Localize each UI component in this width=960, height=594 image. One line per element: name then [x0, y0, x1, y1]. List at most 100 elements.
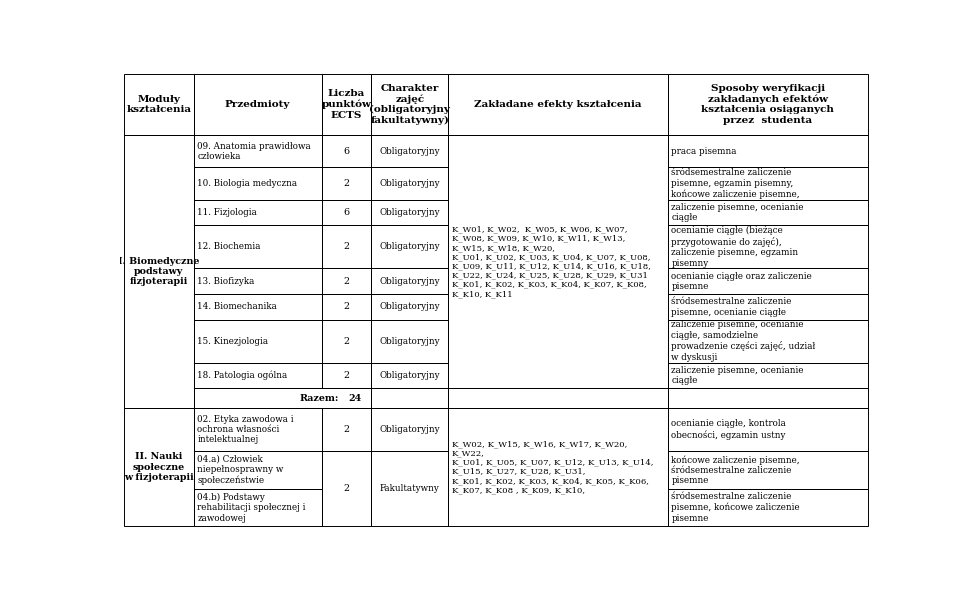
Text: 18. Patologia ogólna: 18. Patologia ogólna: [198, 371, 288, 380]
Bar: [448, 74, 667, 135]
Text: 6: 6: [344, 208, 349, 217]
Text: Obligatoryjny: Obligatoryjny: [379, 425, 440, 434]
Bar: [667, 489, 868, 526]
Text: 2: 2: [344, 179, 349, 188]
Text: 13. Biofizyka: 13. Biofizyka: [198, 277, 254, 286]
Text: ocenianie ciągłe, kontrola
obecności, egzamin ustny: ocenianie ciągłe, kontrola obecności, eg…: [671, 419, 786, 440]
Text: 15. Kinezjologia: 15. Kinezjologia: [198, 337, 269, 346]
Text: 2: 2: [344, 277, 349, 286]
Bar: [372, 407, 448, 451]
Bar: [194, 74, 322, 135]
Text: Obligatoryjny: Obligatoryjny: [379, 147, 440, 156]
Text: Obligatoryjny: Obligatoryjny: [379, 337, 440, 346]
Text: ocenianie ciągłe oraz zaliczenie
pisemne: ocenianie ciągłe oraz zaliczenie pisemne: [671, 271, 812, 291]
Bar: [322, 168, 372, 200]
Text: 2: 2: [344, 425, 349, 434]
Bar: [194, 388, 372, 407]
Text: 2: 2: [344, 242, 349, 251]
Text: 11. Fizjologia: 11. Fizjologia: [198, 208, 257, 217]
Bar: [194, 451, 322, 489]
Bar: [124, 74, 194, 135]
Bar: [372, 135, 448, 168]
Bar: [372, 320, 448, 363]
Bar: [194, 320, 322, 363]
Text: Zakładane efekty kształcenia: Zakładane efekty kształcenia: [474, 100, 641, 109]
Text: Obligatoryjny: Obligatoryjny: [379, 302, 440, 311]
Bar: [322, 294, 372, 320]
Text: zaliczenie pisemne, ocenianie
ciągłe: zaliczenie pisemne, ocenianie ciągłe: [671, 366, 804, 386]
Text: Obligatoryjny: Obligatoryjny: [379, 208, 440, 217]
Bar: [372, 294, 448, 320]
Bar: [322, 363, 372, 388]
Bar: [372, 225, 448, 268]
Text: Fakultatywny: Fakultatywny: [380, 484, 440, 494]
Text: Moduły
kształcenia: Moduły kształcenia: [126, 94, 191, 114]
Bar: [372, 168, 448, 200]
Bar: [322, 135, 372, 168]
Text: II. Nauki
społeczne
w fizjoterapii: II. Nauki społeczne w fizjoterapii: [124, 452, 194, 482]
Bar: [667, 168, 868, 200]
Bar: [667, 268, 868, 294]
Bar: [372, 451, 448, 526]
Text: 04.b) Podstawy
rehabilitacji społecznej i
zawodowej: 04.b) Podstawy rehabilitacji społecznej …: [198, 492, 306, 523]
Text: 09. Anatomia prawidłowa
człowieka: 09. Anatomia prawidłowa człowieka: [198, 142, 311, 161]
Bar: [124, 135, 194, 407]
Bar: [372, 200, 448, 225]
Bar: [372, 388, 448, 407]
Bar: [322, 320, 372, 363]
Text: końcowe zaliczenie pisemne,
śródsemestralne zaliczenie
pisemne: końcowe zaliczenie pisemne, śródsemestra…: [671, 455, 800, 485]
Text: zaliczenie pisemne, ocenianie
ciągłe, samodzielne
prowadzenie części zajęć, udzi: zaliczenie pisemne, ocenianie ciągłe, sa…: [671, 321, 816, 362]
Bar: [194, 363, 322, 388]
Bar: [194, 168, 322, 200]
Bar: [667, 200, 868, 225]
Text: 04.a) Człowiek
niepełnosprawny w
społeczeństwie: 04.a) Człowiek niepełnosprawny w społecz…: [198, 455, 284, 485]
Bar: [372, 74, 448, 135]
Bar: [667, 135, 868, 168]
Text: Obligatoryjny: Obligatoryjny: [379, 179, 440, 188]
Text: Przedmioty: Przedmioty: [225, 100, 290, 109]
Bar: [667, 294, 868, 320]
Bar: [372, 363, 448, 388]
Text: śródsemestralne zaliczenie
pisemne, końcowe zaliczenie
pisemne: śródsemestralne zaliczenie pisemne, końc…: [671, 492, 800, 523]
Bar: [194, 407, 322, 451]
Bar: [667, 225, 868, 268]
Bar: [322, 407, 372, 451]
Bar: [194, 200, 322, 225]
Text: zaliczenie pisemne, ocenianie
ciągłe: zaliczenie pisemne, ocenianie ciągłe: [671, 203, 804, 222]
Bar: [322, 225, 372, 268]
Bar: [322, 74, 372, 135]
Bar: [448, 135, 667, 388]
Text: 2: 2: [344, 302, 349, 311]
Bar: [194, 135, 322, 168]
Bar: [322, 451, 372, 526]
Text: śródsemestralne zaliczenie
pisemne, ocenianie ciągłe: śródsemestralne zaliczenie pisemne, ocen…: [671, 297, 792, 317]
Text: 2: 2: [344, 371, 349, 380]
Text: śródsemestralne zaliczenie
pisemne, egzamin pisemny,
końcowe zaliczenie pisemne,: śródsemestralne zaliczenie pisemne, egza…: [671, 168, 800, 199]
Bar: [322, 200, 372, 225]
Text: Obligatoryjny: Obligatoryjny: [379, 277, 440, 286]
Bar: [448, 407, 667, 526]
Text: K_W02, K_W15, K_W16, K_W17, K_W20,
K_W22,
K_U01, K_U05, K_U07, K_U12, K_U13, K_U: K_W02, K_W15, K_W16, K_W17, K_W20, K_W22…: [452, 440, 654, 494]
Text: 2: 2: [344, 484, 349, 494]
Text: praca pisemna: praca pisemna: [671, 147, 737, 156]
Text: 02. Etyka zawodowa i
ochrona własności
intelektualnej: 02. Etyka zawodowa i ochrona własności i…: [198, 415, 294, 444]
Text: Sposoby weryfikacji
zakładanych efektów
kształcenia osiąganych
przez  studenta: Sposoby weryfikacji zakładanych efektów …: [701, 84, 834, 125]
Text: 6: 6: [344, 147, 349, 156]
Text: Liczba
punktów
ECTS: Liczba punktów ECTS: [322, 89, 372, 119]
Bar: [194, 489, 322, 526]
Text: Obligatoryjny: Obligatoryjny: [379, 242, 440, 251]
Text: ocenianie ciągłe (bieżące
przygotowanie do zajęć),
zaliczenie pisemne, egzamin
p: ocenianie ciągłe (bieżące przygotowanie …: [671, 226, 799, 268]
Bar: [667, 363, 868, 388]
Bar: [194, 225, 322, 268]
Bar: [667, 74, 868, 135]
Bar: [667, 388, 868, 407]
Text: 24: 24: [348, 394, 361, 403]
Text: K_W01, K_W02,  K_W05, K_W06, K_W07,
K_W08, K_W09, K_W10, K_W11, K_W13,
K_W15, K_: K_W01, K_W02, K_W05, K_W06, K_W07, K_W08…: [452, 226, 651, 298]
Text: Obligatoryjny: Obligatoryjny: [379, 371, 440, 380]
Text: I. Biomedyczne
podstawy
fizjoterapii: I. Biomedyczne podstawy fizjoterapii: [118, 257, 200, 286]
Bar: [124, 407, 194, 526]
Bar: [194, 294, 322, 320]
Bar: [667, 407, 868, 451]
Bar: [194, 268, 322, 294]
Text: 2: 2: [344, 337, 349, 346]
